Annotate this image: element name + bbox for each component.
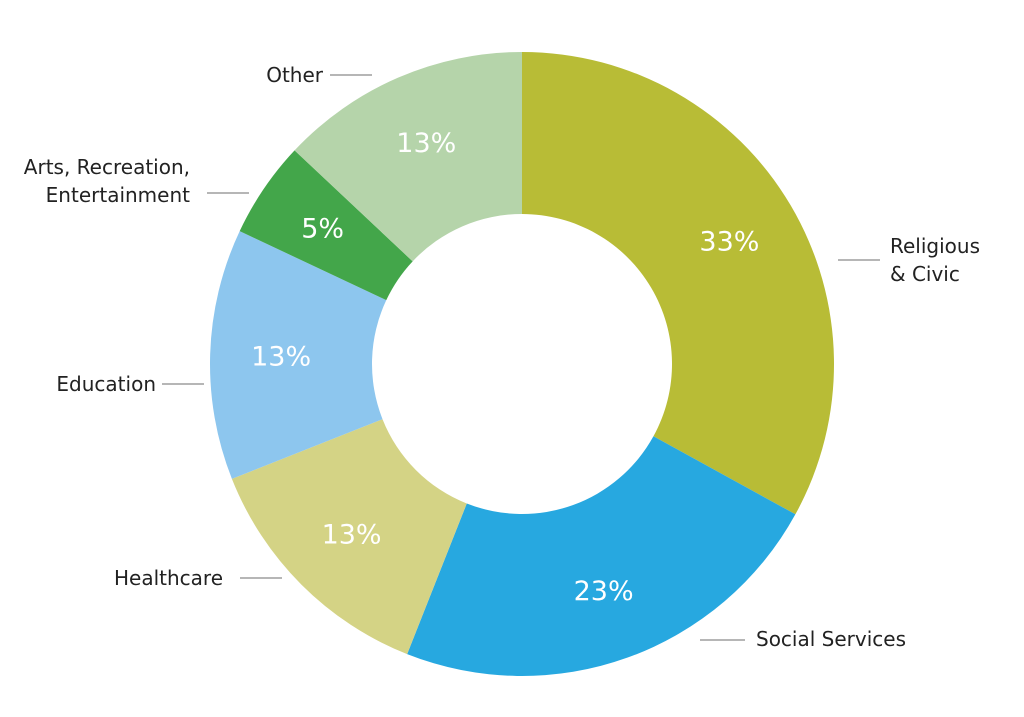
category-label-education: Education [56,372,156,396]
slice-arts-recreation-entertainment [239,150,413,301]
slice-healthcare [231,419,467,655]
slice-value-labels: 33% 23% 13% 13% 5% 13% [251,128,759,607]
category-label-social-services: Social Services [756,627,906,651]
category-label-religious-and-civic: Religious & Civic [890,234,980,286]
category-label-healthcare: Healthcare [114,566,223,590]
value-label-religious-and-civic: 33% [699,226,759,257]
category-labels: Religious & Civic Social Services Healthcar… [24,63,980,651]
value-label-other: 13% [396,128,456,159]
slice-other [294,52,522,262]
slice-religious-and-civic [522,52,834,515]
donut-slices [210,52,834,677]
value-label-healthcare: 13% [322,519,382,550]
slice-education [210,231,387,479]
label-leader-lines [162,74,880,641]
value-label-arts-recreation-entertainment: 5% [301,214,344,245]
value-label-education: 13% [251,341,311,372]
category-label-arts-recreation-entertainment: Arts, Recreation, Entertainment [24,155,190,207]
category-label-other: Other [266,63,324,87]
slice-social-services [407,436,796,677]
value-label-social-services: 23% [574,576,634,607]
